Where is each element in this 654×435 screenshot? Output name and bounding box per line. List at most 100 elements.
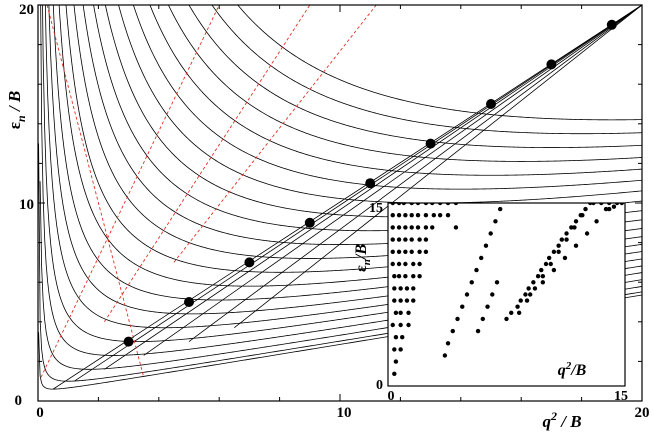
inset-point	[393, 310, 399, 315]
inset-point	[485, 304, 490, 309]
inset-point	[594, 219, 599, 224]
inset-point	[488, 231, 493, 236]
inset-point	[516, 310, 522, 315]
marker-point	[123, 336, 134, 347]
level-curve	[167, 5, 642, 162]
inset-point	[403, 249, 408, 254]
inset-point	[479, 255, 484, 261]
main-y-tick-10: 10	[19, 197, 34, 213]
inset-point	[417, 237, 422, 242]
inset-point	[392, 286, 397, 291]
level-curve	[188, 5, 642, 148]
main-x-tick-20: 20	[635, 405, 650, 421]
inset-point	[607, 206, 612, 212]
inset-point	[469, 280, 474, 285]
inset-point	[398, 322, 403, 328]
inset-point	[460, 304, 465, 309]
main-y-axis-label: εn / B	[5, 91, 28, 130]
inset-point	[564, 237, 569, 242]
inset-point	[398, 347, 403, 352]
inset-point	[523, 292, 528, 297]
inset-point	[528, 292, 533, 297]
inset-point	[442, 353, 448, 358]
inset-point	[415, 225, 421, 230]
inset-point	[403, 274, 408, 279]
inset-points	[390, 203, 625, 376]
inset-y-tick-15: 15	[369, 201, 383, 216]
inset-point	[493, 219, 498, 224]
inset-point	[455, 316, 460, 322]
inset-point	[404, 286, 410, 291]
inset-point	[450, 328, 455, 334]
main-x-tick-0: 0	[36, 405, 44, 421]
converging-line	[143, 5, 642, 356]
inset-point	[490, 292, 495, 297]
inset-point	[392, 274, 397, 279]
marker-point	[425, 138, 436, 149]
inset-point	[398, 286, 403, 291]
inset-point	[390, 261, 395, 267]
marker-point	[486, 99, 496, 109]
inset-plot: 0 15 0 15 εn/B q2/B	[353, 201, 628, 404]
inset-point	[556, 243, 561, 248]
inset-point	[393, 359, 399, 364]
inset-point	[390, 237, 395, 242]
inset-point	[390, 225, 395, 230]
inset-frame	[387, 202, 626, 387]
red-dashed-line	[173, 5, 377, 263]
inset-point	[573, 219, 579, 224]
inset-point	[423, 225, 429, 230]
inset-point	[453, 225, 459, 230]
inset-point	[546, 255, 552, 261]
inset-point	[556, 249, 561, 254]
inset-point	[504, 316, 509, 322]
marker-point	[546, 59, 557, 70]
inset-background	[388, 203, 625, 386]
inset-point	[464, 292, 470, 297]
red-dashed-line	[46, 5, 145, 378]
inset-point	[483, 243, 489, 248]
inset-point	[474, 267, 479, 273]
inset-point	[423, 213, 429, 218]
inset-point	[396, 249, 402, 254]
inset-point	[415, 213, 421, 218]
inset-point	[611, 204, 617, 209]
inset-x-tick-0: 0	[388, 389, 395, 404]
inset-point	[480, 316, 485, 322]
level-curve	[211, 5, 642, 135]
inset-point	[392, 371, 397, 376]
inset-point	[396, 261, 402, 267]
inset-point	[423, 237, 429, 242]
main-red-dashed	[40, 5, 377, 378]
inset-point	[411, 261, 416, 267]
inset-point	[409, 225, 414, 230]
main-markers	[123, 19, 617, 347]
inset-point	[393, 335, 399, 340]
inset-point	[562, 255, 568, 261]
inset-point	[539, 267, 544, 273]
inset-point	[411, 298, 416, 303]
inset-point	[406, 310, 411, 315]
inset-point	[390, 322, 395, 328]
inset-point	[526, 286, 531, 291]
inset-point	[417, 261, 422, 267]
converging-line	[74, 5, 642, 382]
main-y-tick-20: 20	[19, 2, 34, 18]
converging-line	[52, 5, 642, 390]
inset-point	[411, 286, 416, 291]
inset-point	[396, 213, 402, 218]
inset-point	[431, 213, 437, 218]
inset-point	[392, 298, 397, 303]
inset-point	[390, 213, 395, 218]
inset-point	[403, 225, 408, 230]
inset-point	[515, 304, 520, 309]
inset-point	[548, 261, 553, 267]
marker-point	[606, 19, 617, 30]
inset-point	[396, 225, 402, 230]
red-dashed-line	[40, 5, 220, 378]
inset-point	[509, 310, 514, 315]
main-x-axis-label: q2 / B	[542, 409, 581, 431]
red-dashed-line	[104, 5, 311, 323]
level-curve	[237, 5, 642, 121]
inset-point	[497, 206, 503, 212]
